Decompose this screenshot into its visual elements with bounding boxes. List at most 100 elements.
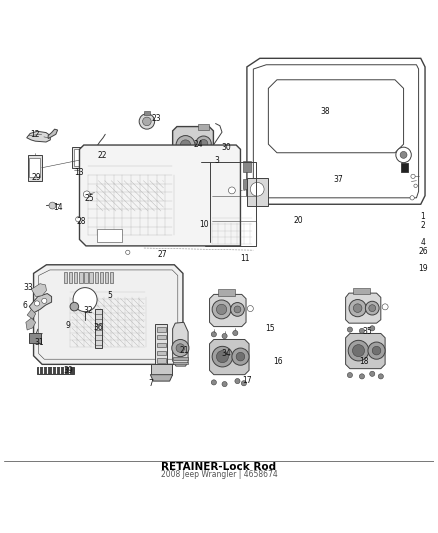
Bar (155, 324, 167, 375)
Circle shape (369, 305, 376, 312)
Bar (100, 272, 103, 283)
Circle shape (230, 303, 244, 316)
Bar (173, 362, 187, 365)
Circle shape (199, 140, 208, 148)
Polygon shape (346, 334, 385, 369)
Bar (69, 272, 72, 283)
Circle shape (241, 381, 247, 386)
Circle shape (222, 334, 227, 338)
Text: 35: 35 (362, 327, 372, 336)
Bar (198, 124, 209, 130)
Circle shape (347, 373, 353, 378)
Text: 2008 Jeep Wrangler | 4658674: 2008 Jeep Wrangler | 4658674 (161, 470, 277, 479)
Circle shape (365, 301, 379, 315)
Text: 3: 3 (215, 156, 219, 165)
Bar (151, 364, 172, 375)
Circle shape (251, 182, 264, 196)
Text: 24: 24 (194, 140, 203, 149)
Circle shape (353, 345, 364, 357)
Text: 18: 18 (359, 357, 369, 366)
Polygon shape (26, 318, 36, 330)
Circle shape (353, 304, 362, 312)
Text: 22: 22 (98, 151, 107, 160)
Circle shape (126, 250, 130, 254)
Text: 30: 30 (222, 143, 232, 152)
Circle shape (400, 151, 407, 158)
Text: 20: 20 (293, 216, 303, 224)
Circle shape (370, 372, 375, 376)
Polygon shape (79, 145, 240, 246)
Text: 12: 12 (31, 130, 40, 139)
Circle shape (211, 380, 216, 385)
Bar (74, 272, 78, 283)
Polygon shape (346, 293, 381, 323)
Circle shape (370, 326, 375, 331)
Polygon shape (36, 367, 74, 374)
Circle shape (234, 306, 241, 313)
Circle shape (172, 340, 189, 357)
Circle shape (378, 374, 383, 379)
Circle shape (76, 217, 81, 222)
Circle shape (176, 135, 195, 155)
Polygon shape (209, 294, 246, 327)
Circle shape (196, 136, 211, 151)
Polygon shape (27, 310, 36, 319)
Bar (4, 461, 434, 481)
Text: 26: 26 (418, 247, 427, 256)
Circle shape (396, 147, 411, 163)
Circle shape (232, 348, 249, 365)
Circle shape (216, 304, 227, 314)
Circle shape (348, 341, 369, 361)
Bar (72, 147, 84, 168)
Text: 23: 23 (152, 114, 162, 123)
Circle shape (211, 332, 216, 337)
Text: 14: 14 (53, 203, 63, 212)
Bar (218, 289, 235, 296)
Bar (79, 272, 82, 283)
Circle shape (414, 184, 417, 188)
Text: 13: 13 (75, 168, 84, 177)
Bar (243, 179, 251, 189)
Text: 38: 38 (321, 107, 330, 116)
Bar (105, 272, 108, 283)
Bar (243, 161, 251, 172)
Circle shape (176, 344, 185, 352)
Text: 29: 29 (32, 173, 41, 182)
Text: 11: 11 (240, 254, 250, 263)
Circle shape (180, 140, 191, 150)
Polygon shape (48, 129, 58, 139)
Text: 1: 1 (420, 212, 425, 221)
Polygon shape (29, 294, 52, 313)
Circle shape (49, 202, 56, 209)
Text: 31: 31 (35, 338, 44, 348)
Polygon shape (401, 164, 408, 172)
Bar (110, 272, 113, 283)
Bar (157, 358, 166, 362)
Text: 2: 2 (420, 221, 425, 230)
Circle shape (235, 378, 240, 384)
Bar (97, 229, 123, 241)
Text: 15: 15 (265, 324, 275, 333)
Polygon shape (34, 265, 183, 365)
Bar (74, 149, 82, 166)
Text: 19: 19 (418, 264, 427, 273)
Circle shape (247, 305, 253, 312)
Polygon shape (32, 284, 46, 296)
Circle shape (212, 346, 233, 367)
Circle shape (229, 187, 235, 194)
Polygon shape (173, 126, 213, 164)
Circle shape (73, 288, 97, 312)
Text: 6: 6 (22, 302, 28, 311)
Bar (89, 272, 93, 283)
Bar (95, 310, 102, 348)
Circle shape (35, 301, 39, 306)
Circle shape (411, 174, 415, 179)
Bar (353, 288, 370, 294)
Circle shape (382, 304, 388, 310)
Bar (64, 272, 67, 283)
Bar (28, 155, 42, 181)
Circle shape (359, 328, 364, 334)
Text: 17: 17 (242, 376, 252, 385)
Circle shape (236, 352, 245, 361)
Circle shape (372, 346, 381, 355)
